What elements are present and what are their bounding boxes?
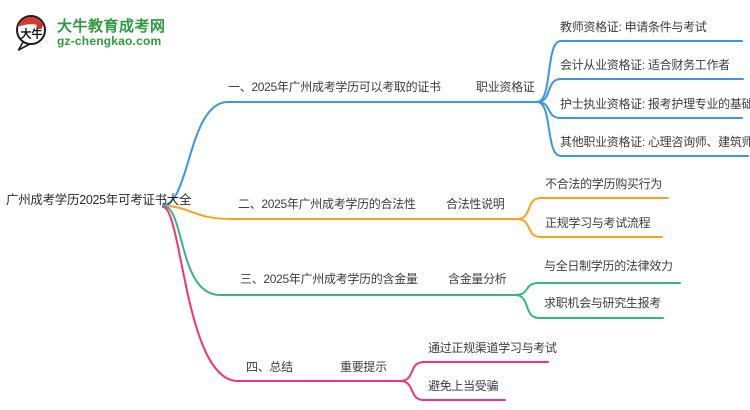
branch2-leaf2-node[interactable]: 正规学习与考试流程 [545,216,651,230]
logo-seal-characters: 大牛 [21,27,43,41]
branch1-leaf2-node[interactable]: 会计从业资格证: 适合财务工作者 [560,58,730,72]
branch3-keyword-node[interactable]: 含金量分析 [448,272,507,286]
site-logo[interactable]: 大牛 大牛教育成考网 gz-chengkao.com [14,14,166,52]
branch3-leaf2-node[interactable]: 求职机会与研究生报考 [544,296,662,310]
branch1-leaf1-line [536,40,743,103]
logo-site-title: 大牛教育成考网 [57,18,166,35]
branch4-leaf2-line [399,380,506,401]
branch2-leaf1-line [516,197,669,220]
branch4-leaf1-node[interactable]: 通过正规渠道学习与考试 [428,341,557,355]
branch1-node[interactable]: 一、2025年广州成考学历可以考取的证书 [228,80,441,94]
daniu-bull-logo-icon: 大牛 [16,15,46,51]
branch3-leaf1-line [514,282,681,296]
branch1-leaf3-node[interactable]: 护士执业资格证: 报考护理专业的基础 [560,97,750,111]
branch3-spine-line [162,205,516,296]
branch4-keyword-node[interactable]: 重要提示 [340,360,387,374]
branch1-leaf4-line [536,101,749,157]
branch1-leaf1-node[interactable]: 教师资格证: 申请条件与考试 [560,20,707,34]
branch4-spine-line [162,206,401,382]
branch4-leaf1-line [399,361,549,382]
branch1-keyword-node[interactable]: 职业资格证 [476,80,535,94]
branch3-leaf2-line [514,294,664,319]
branch3-leaf1-node[interactable]: 与全日制学历的法律效力 [544,259,673,273]
logo-site-domain: gz-chengkao.com [57,34,162,48]
branch4-leaf2-node[interactable]: 避免上当受骗 [428,379,499,393]
branch1-spine-line [162,101,538,206]
branch3-links [162,205,681,319]
branch2-links [162,197,669,238]
branch3-node[interactable]: 三、2025年广州成考学历的含金量 [240,272,418,286]
branch1-leaf4-node[interactable]: 其他职业资格证: 心理咨询师、建筑师等 [560,135,750,149]
branch2-leaf2-line [516,218,663,238]
branch2-node[interactable]: 二、2025年广州成考学历的合法性 [238,197,416,211]
branch2-spine-line [162,205,518,220]
branch1-leaf2-line [536,78,744,103]
branch4-node[interactable]: 四、总结 [246,360,293,374]
root-node[interactable]: 广州成考学历2025年可考证书大全 [6,193,192,207]
branch2-keyword-node[interactable]: 合法性说明 [446,197,505,211]
branch2-leaf1-node[interactable]: 不合法的学历购买行为 [545,177,663,191]
branch4-links [162,206,549,401]
branch1-links [162,40,749,206]
